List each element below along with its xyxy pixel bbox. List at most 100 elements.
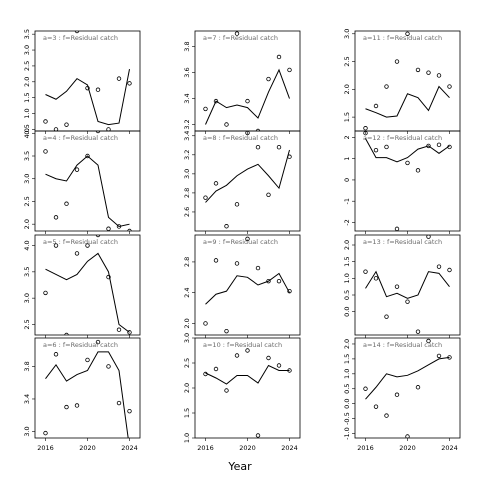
data-point xyxy=(276,363,282,368)
y-tick-label: 1.5 xyxy=(343,256,351,266)
panel-data xyxy=(363,338,452,438)
data-point xyxy=(384,314,389,319)
data-point xyxy=(373,404,379,409)
y-tick-label: 3.4 xyxy=(23,394,31,404)
data-point xyxy=(85,85,90,91)
panel-title: a=13 : f=Residual catch xyxy=(363,238,442,246)
panel-frame xyxy=(354,130,461,232)
panel-title: a=4 : f=Residual catch xyxy=(43,134,118,142)
y-tick-label: 2.0 xyxy=(343,84,351,94)
panel-data xyxy=(203,31,292,131)
y-tick-label: 1.5 xyxy=(343,354,351,364)
data-point xyxy=(394,284,400,289)
data-point xyxy=(363,269,368,274)
data-point xyxy=(74,167,80,172)
panel-frame xyxy=(34,234,141,336)
data-point xyxy=(373,147,379,153)
data-point xyxy=(85,357,90,363)
y-tick-label: 1.5 xyxy=(183,408,191,418)
panel-frame xyxy=(194,337,301,439)
panel-3: 1.5 2.0 2.5 3.0 a=11 : f=Residual catch xyxy=(343,29,461,134)
y-tick-label: 3.0 xyxy=(183,333,191,343)
y-tick-label: 0 xyxy=(343,178,351,182)
series-line xyxy=(205,68,290,125)
data-point xyxy=(234,31,240,36)
data-point xyxy=(127,330,132,335)
panel-frame xyxy=(34,130,141,232)
data-point xyxy=(266,76,271,82)
data-point xyxy=(53,127,59,131)
data-point xyxy=(203,195,208,200)
data-point xyxy=(245,98,250,104)
data-point xyxy=(53,352,59,357)
y-tick-label: 2.5 xyxy=(23,196,31,206)
data-point xyxy=(447,355,452,360)
y-tick-label: 1.5 xyxy=(23,92,31,102)
panel-frame xyxy=(194,30,301,132)
panel-frame xyxy=(354,234,461,336)
data-point xyxy=(53,215,59,220)
panel-frame xyxy=(34,30,141,132)
y-tick-label: -0.5 xyxy=(343,412,351,425)
data-point xyxy=(234,202,240,207)
data-point xyxy=(255,144,261,150)
panel-data xyxy=(203,348,292,438)
data-point xyxy=(53,243,59,248)
panel-title: a=6 : f=Residual catch xyxy=(43,341,118,349)
data-point xyxy=(363,386,368,391)
series-line xyxy=(365,270,450,299)
panel-data xyxy=(43,131,132,231)
data-point xyxy=(64,404,69,410)
data-point xyxy=(405,434,410,438)
data-point xyxy=(203,321,208,326)
data-point xyxy=(255,265,261,271)
data-point xyxy=(426,235,431,239)
panel-data xyxy=(43,339,132,438)
data-point xyxy=(234,353,240,358)
panel-title: a=8 : f=Residual catch xyxy=(203,134,278,142)
y-tick-label: 4.0 xyxy=(23,128,31,138)
panel-title: a=7 : f=Residual catch xyxy=(203,34,278,42)
y-tick-label: 2.5 xyxy=(343,56,351,66)
series-line xyxy=(45,155,130,227)
y-tick-label: 0.0 xyxy=(343,398,351,408)
data-point xyxy=(287,67,292,73)
x-tick-label: 2016 xyxy=(37,444,54,452)
data-point xyxy=(384,84,389,89)
series-line xyxy=(45,351,129,438)
x-tick-label: 2016 xyxy=(197,444,214,452)
data-point xyxy=(64,332,69,335)
y-tick-label: 2.8 xyxy=(183,257,191,267)
y-tick-label: 1.0 xyxy=(23,108,31,118)
data-point xyxy=(255,433,261,438)
data-point xyxy=(287,288,292,294)
y-tick-label: 0.5 xyxy=(23,124,31,134)
y-tick-label: 2.0 xyxy=(183,318,191,328)
data-point xyxy=(106,127,111,131)
data-point xyxy=(363,131,368,136)
data-point xyxy=(447,267,452,273)
data-point xyxy=(224,224,229,229)
y-tick-label: -2 xyxy=(343,219,351,225)
data-point xyxy=(95,339,101,345)
data-point xyxy=(394,392,400,397)
y-tick-label: 3.0 xyxy=(23,426,31,436)
data-point xyxy=(266,278,271,284)
y-tick-label: 1.0 xyxy=(343,369,351,379)
y-tick-label: 2.0 xyxy=(183,383,191,393)
y-tick-label: 2.6 xyxy=(183,207,191,217)
series-line xyxy=(365,356,450,400)
data-point xyxy=(373,276,379,281)
data-point xyxy=(287,154,292,159)
data-point xyxy=(436,73,442,78)
panel-title: a=12 : f=Residual catch xyxy=(363,134,442,142)
panel-frame xyxy=(194,130,301,232)
data-point xyxy=(224,388,229,393)
panel-frame xyxy=(34,337,141,439)
panel-title: a=3 : f=Residual catch xyxy=(43,34,118,42)
series-line xyxy=(45,69,130,126)
series-line xyxy=(365,85,450,118)
panel-title: a=10 : f=Residual catch xyxy=(203,341,282,349)
y-tick-label: 2.8 xyxy=(183,188,191,198)
panel-data xyxy=(43,31,132,131)
